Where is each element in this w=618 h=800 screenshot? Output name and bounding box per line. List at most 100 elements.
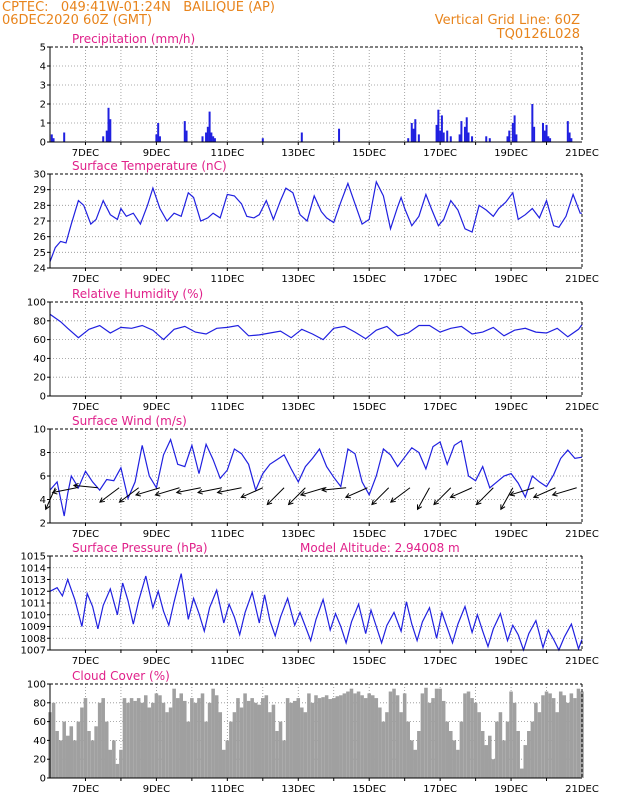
header-model-code: TQ0126L028 xyxy=(496,27,580,42)
wind-arrow-head xyxy=(175,488,182,495)
precip-bar xyxy=(467,132,470,142)
wind-arrow xyxy=(416,487,430,511)
cloud-bar xyxy=(395,695,400,778)
x-tick-label: 17DEC xyxy=(423,148,457,159)
cloud-bar xyxy=(268,712,272,778)
wind-arrow xyxy=(118,487,139,503)
x-tick-label: 9DEC xyxy=(143,402,170,413)
wind-arrow xyxy=(449,487,473,499)
cloud-bar xyxy=(307,693,311,778)
precip-bar xyxy=(261,138,264,142)
cloud-bar xyxy=(243,693,247,778)
precip-bar xyxy=(465,117,468,142)
wind-arrow xyxy=(216,487,242,495)
wind-arrow-head xyxy=(99,497,105,503)
wind-arrow-shaft xyxy=(155,487,180,496)
wind-arrow-head xyxy=(240,493,247,499)
y-tick-label: 1013 xyxy=(21,575,46,586)
x-tick-label: 17DEC xyxy=(423,529,457,540)
model-altitude-label: Model Altitude: 2.94008 m xyxy=(300,541,460,555)
cloud-bar xyxy=(331,698,336,778)
wind-arrow-head xyxy=(321,486,327,493)
cloud-bar xyxy=(530,721,535,778)
wind-arrow xyxy=(154,487,180,497)
header-grid-info: Vertical Grid Line: 60Z xyxy=(434,13,580,28)
y-tick-label: 27 xyxy=(33,217,46,228)
cloud-bar xyxy=(392,688,396,778)
precip-bar xyxy=(437,109,440,142)
precip-bar xyxy=(442,132,445,142)
x-tick-label: 7DEC xyxy=(72,656,99,667)
panel-0: 0 1 2 3 4 5 7DEC 9DEC 11DEC 13DEC 15DEC 17DEC 19DEC 2… xyxy=(40,32,599,159)
precip-bar xyxy=(506,136,509,142)
precip-bar xyxy=(485,136,488,142)
precip-bar xyxy=(513,115,516,142)
cloud-bar xyxy=(83,698,88,778)
cloud-bar xyxy=(151,702,155,778)
wind-arrow-shaft xyxy=(119,487,139,503)
cloud-bar xyxy=(257,704,262,778)
cloud-bar xyxy=(495,721,499,778)
precip-bar xyxy=(183,121,186,142)
cloud-bar xyxy=(427,702,432,778)
x-tick-label: 13DEC xyxy=(281,529,315,540)
wind-arrow-shaft xyxy=(300,487,326,496)
cloud-bar xyxy=(285,698,290,778)
cloud-bar xyxy=(335,696,340,778)
precip-bar xyxy=(435,124,438,142)
y-tick-label: 100 xyxy=(27,680,46,691)
cloud-bar xyxy=(527,731,531,778)
panel-title: Surface Temperature (nC) xyxy=(72,159,227,173)
cloud-bar xyxy=(218,712,223,778)
precip-bar xyxy=(439,130,442,142)
precip-bar xyxy=(205,132,208,142)
panel-title: Surface Pressure (hPa) xyxy=(72,541,208,555)
cloud-bar xyxy=(246,700,251,778)
precip-bar xyxy=(417,134,420,142)
cloud-bar xyxy=(534,702,538,778)
wind-arrow-head xyxy=(44,504,50,511)
cloud-bar xyxy=(370,695,375,778)
y-tick-label: 30 xyxy=(33,170,46,181)
wind-arrow-shaft xyxy=(240,487,264,498)
y-tick-label: 28 xyxy=(33,201,46,212)
cloud-bar xyxy=(562,695,567,778)
wind-arrow-shaft xyxy=(509,487,535,496)
cloud-bar xyxy=(548,693,552,778)
panel-1: 24 25 26 27 28 29 30 7DEC 9DEC 11DEC 13DEC 15DEC 17D… xyxy=(33,159,599,285)
precip-bar xyxy=(102,136,105,142)
y-tick-label: 40 xyxy=(33,736,46,747)
y-tick-label: 3 xyxy=(40,81,46,92)
cloud-bar xyxy=(367,693,371,778)
x-tick-label: 19DEC xyxy=(494,656,528,667)
cloud-bar xyxy=(236,698,240,778)
panel-title: Surface Wind (m/s) xyxy=(72,414,187,428)
precip-bar xyxy=(412,128,415,142)
cloud-bar xyxy=(569,693,574,778)
cloud-bar xyxy=(363,698,368,778)
cloud-bar xyxy=(551,698,556,778)
cloud-bar xyxy=(264,695,269,778)
header-date: 06DEC2020 60Z (GMT) xyxy=(2,13,153,28)
x-tick-label: 15DEC xyxy=(352,784,386,795)
wind-arrow-head xyxy=(266,499,273,506)
precip-bar xyxy=(488,138,491,142)
cloud-bar xyxy=(413,749,418,778)
cloud-bar xyxy=(211,688,215,778)
x-tick-label: 9DEC xyxy=(143,148,170,159)
wind-arrow-shaft xyxy=(52,487,77,494)
cloud-bar xyxy=(399,712,403,778)
cloud-bar xyxy=(296,698,301,778)
precip-bar xyxy=(508,130,511,142)
wind-arrow xyxy=(134,487,161,497)
wind-arrow xyxy=(509,487,535,497)
wind-arrow-shaft xyxy=(371,487,390,505)
x-tick-label: 17DEC xyxy=(423,402,457,413)
x-tick-label: 7DEC xyxy=(72,784,99,795)
cloud-bar xyxy=(576,688,581,778)
wind-arrow xyxy=(51,487,77,495)
y-tick-label: 25 xyxy=(33,248,46,259)
wind-arrow-head xyxy=(287,499,294,506)
x-tick-label: 11DEC xyxy=(210,529,244,540)
